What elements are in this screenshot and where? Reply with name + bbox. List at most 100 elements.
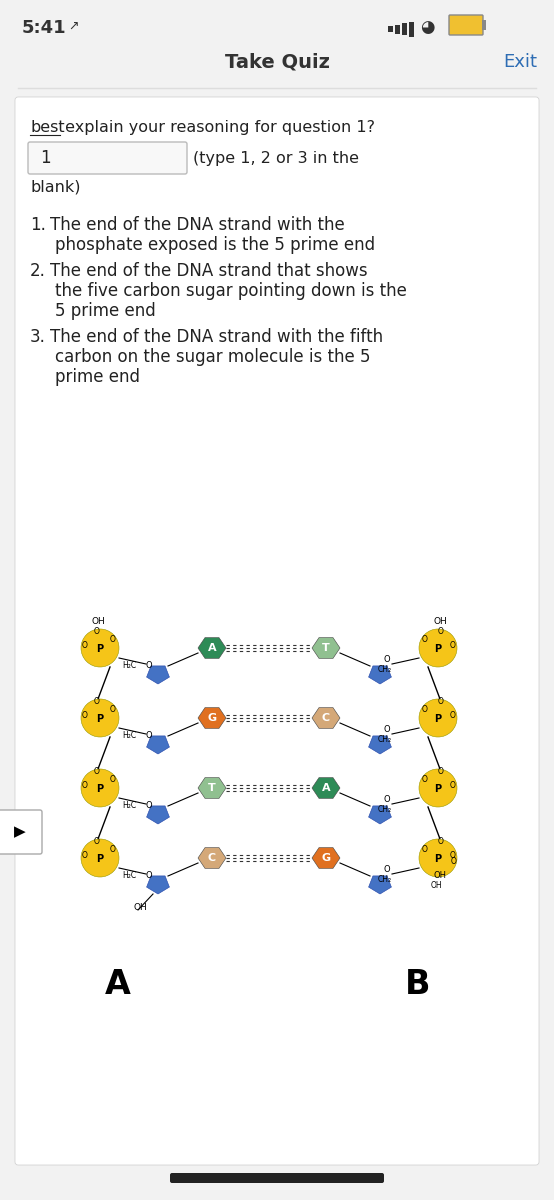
- Text: C: C: [208, 853, 216, 863]
- Text: P: P: [96, 714, 104, 724]
- Circle shape: [81, 629, 119, 667]
- FancyBboxPatch shape: [388, 26, 393, 32]
- Polygon shape: [312, 847, 340, 869]
- Text: P: P: [434, 784, 442, 794]
- Text: O: O: [110, 775, 116, 785]
- Text: OH: OH: [134, 902, 148, 912]
- Text: O: O: [422, 636, 428, 644]
- Text: O: O: [422, 846, 428, 854]
- FancyBboxPatch shape: [170, 1174, 384, 1183]
- Polygon shape: [198, 778, 226, 798]
- FancyBboxPatch shape: [409, 22, 414, 36]
- Polygon shape: [198, 637, 226, 659]
- Text: H₂C: H₂C: [122, 802, 136, 810]
- FancyBboxPatch shape: [449, 14, 483, 35]
- Text: G: G: [321, 853, 331, 863]
- Text: O: O: [94, 767, 100, 775]
- Text: CH₂: CH₂: [378, 805, 392, 814]
- Polygon shape: [312, 637, 340, 659]
- Text: O: O: [146, 661, 152, 670]
- Text: ◕: ◕: [420, 18, 434, 36]
- Text: A: A: [208, 643, 216, 653]
- Text: O: O: [383, 725, 389, 734]
- Text: (type 1, 2 or 3 in the: (type 1, 2 or 3 in the: [193, 150, 359, 166]
- Text: O: O: [82, 780, 88, 790]
- Text: G: G: [207, 713, 217, 722]
- Text: OH: OH: [430, 882, 442, 890]
- Text: T: T: [322, 643, 330, 653]
- Text: 5:41: 5:41: [22, 19, 66, 37]
- Polygon shape: [368, 736, 392, 754]
- Circle shape: [419, 839, 457, 877]
- Text: O: O: [146, 802, 152, 810]
- Polygon shape: [312, 708, 340, 728]
- Text: B: B: [405, 968, 431, 1001]
- Text: P: P: [434, 854, 442, 864]
- Text: H₂C: H₂C: [122, 871, 136, 880]
- Circle shape: [419, 769, 457, 806]
- Text: H₂C: H₂C: [122, 731, 136, 740]
- Text: 5 prime end: 5 prime end: [55, 302, 156, 320]
- Text: The end of the DNA strand with the fifth: The end of the DNA strand with the fifth: [50, 328, 383, 346]
- Text: the five carbon sugar pointing down is the: the five carbon sugar pointing down is t…: [55, 282, 407, 300]
- Circle shape: [81, 698, 119, 737]
- Polygon shape: [198, 708, 226, 728]
- FancyBboxPatch shape: [0, 810, 42, 854]
- Text: C: C: [322, 713, 330, 722]
- Polygon shape: [198, 847, 226, 869]
- Text: O: O: [450, 710, 456, 720]
- Text: P: P: [96, 644, 104, 654]
- Text: O: O: [450, 780, 456, 790]
- Circle shape: [419, 698, 457, 737]
- Text: CH₂: CH₂: [378, 875, 392, 884]
- Text: O: O: [146, 871, 152, 880]
- Text: O: O: [110, 636, 116, 644]
- Text: O: O: [422, 706, 428, 714]
- Text: O: O: [383, 865, 389, 874]
- Circle shape: [419, 629, 457, 667]
- Text: O: O: [110, 706, 116, 714]
- Text: O: O: [438, 626, 444, 636]
- Text: O: O: [94, 696, 100, 706]
- Polygon shape: [368, 666, 392, 684]
- Text: O: O: [82, 710, 88, 720]
- Text: O: O: [94, 836, 100, 846]
- Text: best: best: [30, 120, 65, 134]
- Text: O: O: [383, 794, 389, 804]
- Text: The end of the DNA strand with the: The end of the DNA strand with the: [50, 216, 345, 234]
- Text: CH₂: CH₂: [378, 665, 392, 674]
- Text: 3.: 3.: [30, 328, 46, 346]
- Text: P: P: [434, 644, 442, 654]
- Text: OH: OH: [433, 618, 447, 626]
- FancyBboxPatch shape: [28, 142, 187, 174]
- Text: O: O: [82, 641, 88, 649]
- Text: O: O: [438, 767, 444, 775]
- Text: T: T: [208, 782, 216, 793]
- FancyBboxPatch shape: [482, 20, 486, 30]
- FancyBboxPatch shape: [402, 23, 407, 35]
- Text: A: A: [105, 968, 131, 1001]
- Text: ↗: ↗: [68, 19, 79, 32]
- Polygon shape: [312, 778, 340, 798]
- Text: O: O: [82, 851, 88, 859]
- Text: 1: 1: [40, 149, 50, 167]
- Text: O: O: [438, 696, 444, 706]
- FancyBboxPatch shape: [15, 97, 539, 1165]
- Text: A: A: [322, 782, 330, 793]
- Text: The end of the DNA strand that shows: The end of the DNA strand that shows: [50, 262, 368, 280]
- Circle shape: [81, 769, 119, 806]
- Text: O: O: [450, 641, 456, 649]
- Text: 1.: 1.: [30, 216, 46, 234]
- Polygon shape: [147, 806, 170, 824]
- Text: OH: OH: [433, 870, 447, 880]
- Text: O: O: [422, 775, 428, 785]
- Text: P: P: [96, 784, 104, 794]
- Text: Exit: Exit: [503, 53, 537, 71]
- Text: ▶: ▶: [14, 824, 26, 840]
- Polygon shape: [147, 666, 170, 684]
- Text: O: O: [146, 731, 152, 740]
- Text: O: O: [450, 851, 456, 859]
- Circle shape: [81, 839, 119, 877]
- Text: H₂C: H₂C: [122, 661, 136, 670]
- Text: P: P: [434, 714, 442, 724]
